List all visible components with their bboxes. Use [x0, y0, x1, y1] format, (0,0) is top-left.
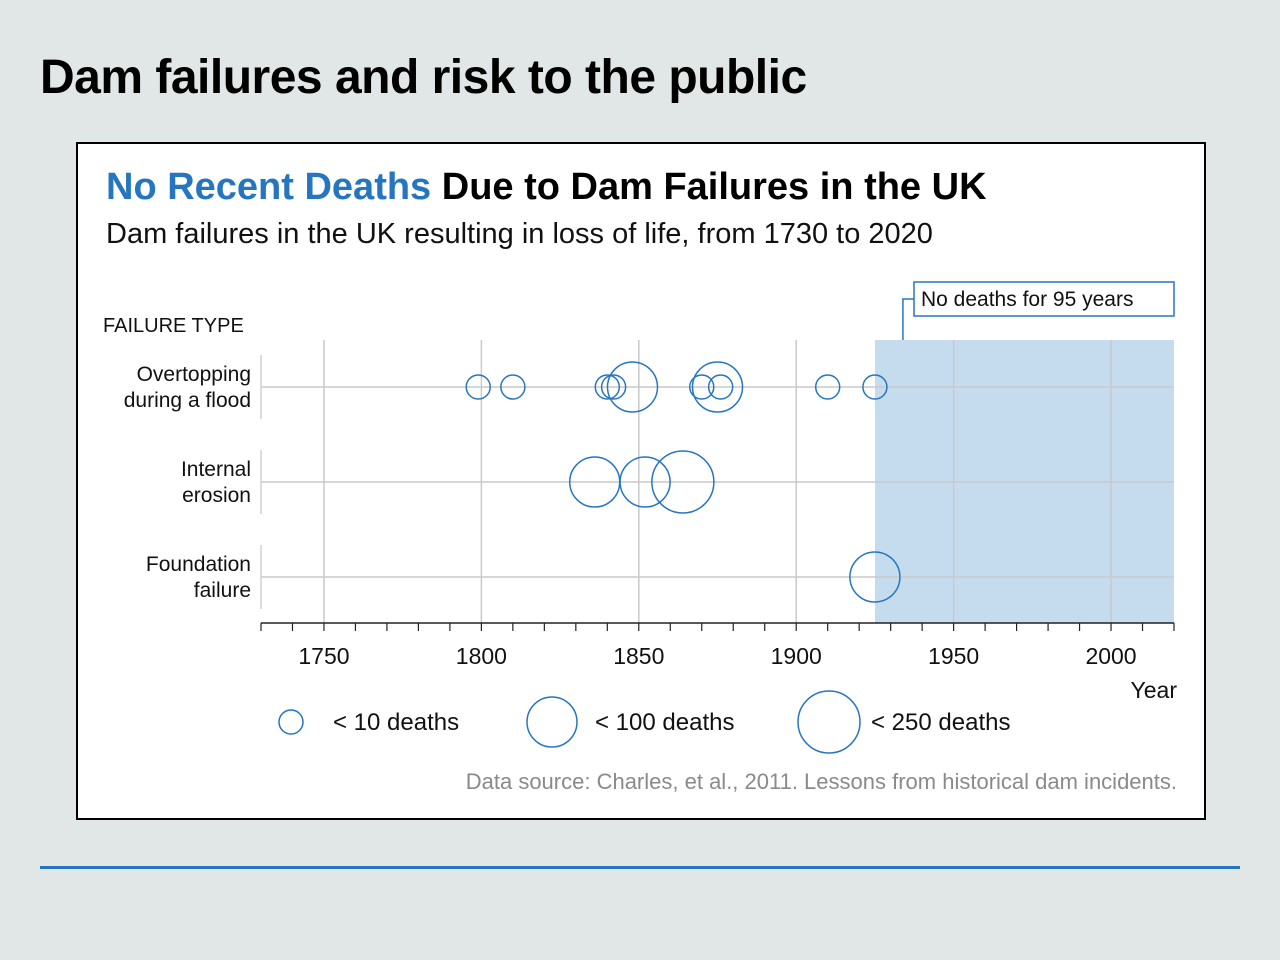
- data-bubble: [689, 374, 715, 400]
- chart-title-rest: Due to Dam Failures in the UK: [431, 166, 987, 208]
- data-bubble: [465, 374, 491, 400]
- bottom-rule: [40, 866, 1240, 869]
- x-axis-title: Year: [1131, 677, 1178, 703]
- x-tick-label: 1750: [298, 643, 349, 669]
- data-bubble: [814, 374, 841, 400]
- data-bubble: [600, 374, 627, 400]
- data-bubble: [707, 374, 734, 400]
- category-label: Overtopping during a flood: [124, 363, 251, 412]
- chart-card: No Recent Deaths Due to Dam Failures in …: [76, 142, 1206, 820]
- data-source: Data source: Charles, et al., 2011. Less…: [466, 769, 1177, 794]
- x-tick-label: 2000: [1085, 643, 1136, 669]
- annotation-leader: [902, 298, 915, 340]
- category-label: Foundation failure: [146, 553, 251, 602]
- chart-title: No Recent Deaths Due to Dam Failures in …: [106, 166, 987, 209]
- data-bubble: [500, 374, 526, 400]
- legend-label-l: < 250 deaths: [871, 709, 1010, 736]
- data-bubble: [619, 456, 671, 508]
- x-tick-label: 1800: [456, 643, 507, 669]
- data-bubble: [691, 361, 744, 413]
- annotation-label: No deaths for 95 years: [921, 288, 1133, 311]
- legend-bubble-m: [526, 696, 578, 748]
- x-tick-label: 1850: [613, 643, 664, 669]
- annotation-box: [913, 281, 1175, 317]
- bubble-timeline-chart: Overtopping during a flood Internal erosion…: [103, 281, 1178, 794]
- category-label: Internal erosion: [181, 458, 251, 507]
- slide-title: Dam failures and risk to the public: [40, 51, 807, 104]
- legend-bubble-s: [278, 709, 304, 735]
- legend-label-m: < 100 deaths: [595, 709, 734, 736]
- data-bubble: [651, 450, 715, 514]
- data-bubble: [606, 361, 659, 413]
- legend-label-s: < 10 deaths: [333, 709, 459, 736]
- y-axis-title: FAILURE TYPE: [103, 315, 244, 337]
- chart-title-accent: No Recent Deaths: [106, 166, 432, 208]
- data-bubble: [862, 374, 888, 400]
- chart-subtitle: Dam failures in the UK resulting in loss…: [106, 218, 933, 250]
- data-bubble: [594, 374, 621, 400]
- legend-bubble-l: [797, 690, 861, 754]
- data-bubble: [849, 551, 901, 603]
- x-tick-label: 1900: [771, 643, 822, 669]
- x-tick-label: 1950: [928, 643, 979, 669]
